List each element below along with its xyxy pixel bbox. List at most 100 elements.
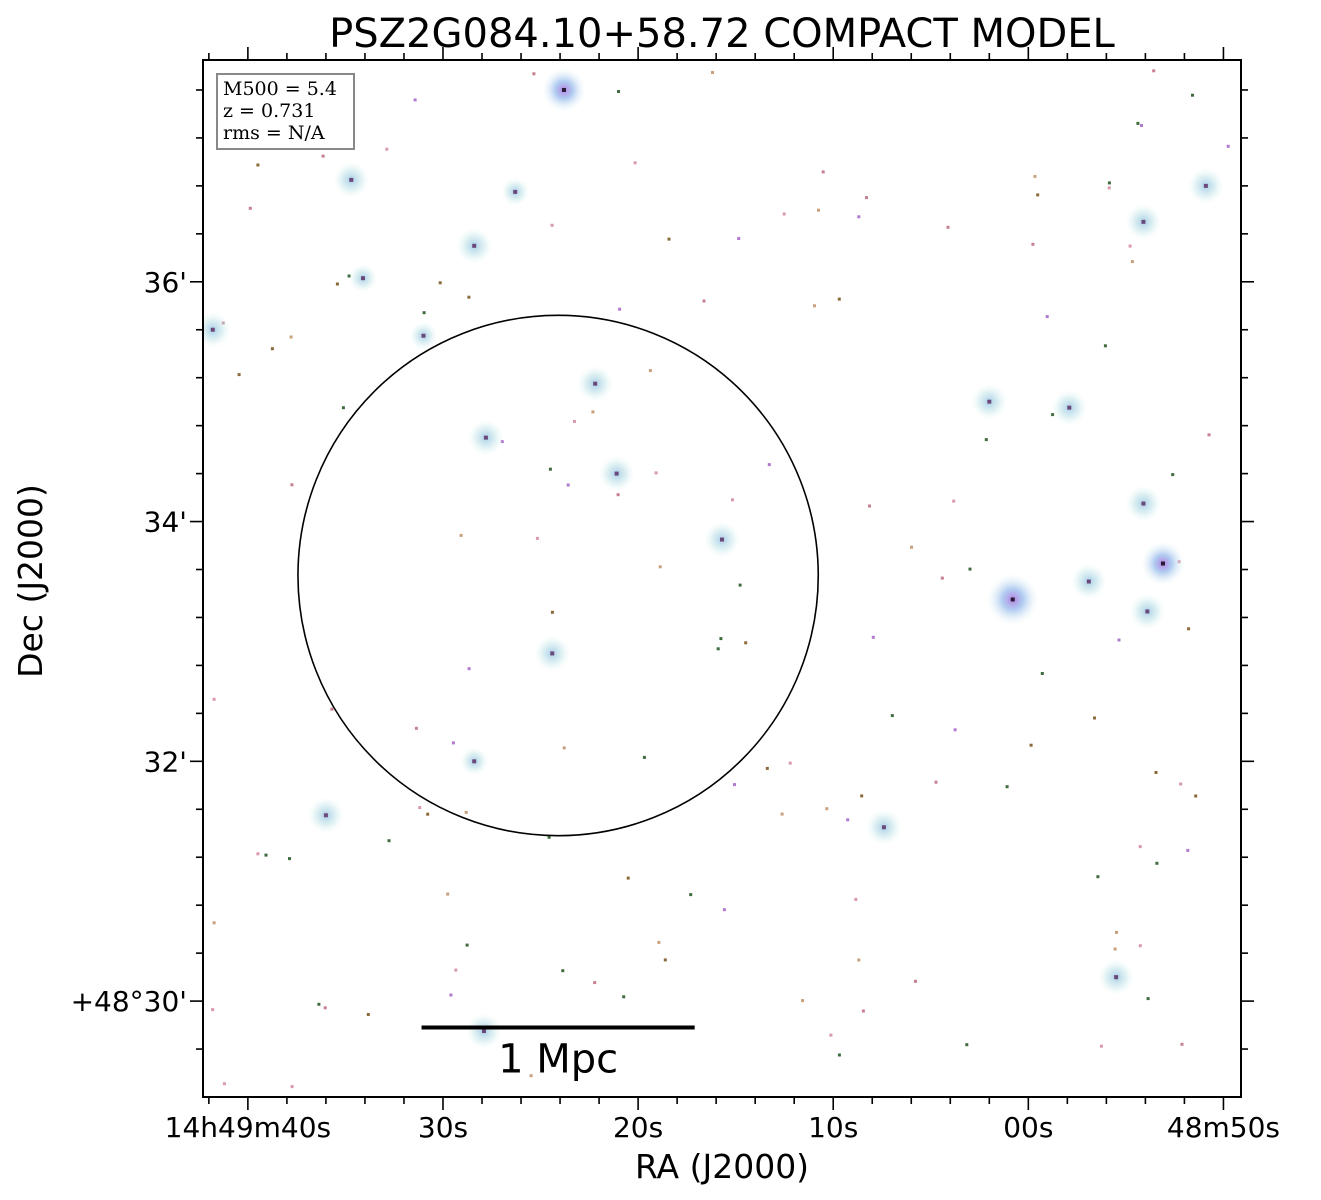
- source-core: [1086, 579, 1091, 584]
- x-tick-label: 10s: [808, 1111, 858, 1144]
- noise-pixel: [422, 311, 426, 315]
- noise-pixel: [1040, 672, 1044, 675]
- noise-pixel: [663, 958, 667, 962]
- sources: [203, 67, 1224, 1050]
- noise-pixel: [270, 347, 274, 351]
- noise-pixel: [550, 223, 554, 227]
- noise-pixel: [744, 641, 748, 645]
- noise-pixel: [616, 493, 620, 497]
- noise-pixel: [212, 697, 216, 701]
- noise-pixel: [711, 71, 714, 74]
- noise-pixel: [467, 295, 471, 299]
- noise-pixel: [1140, 124, 1143, 127]
- source-core: [421, 333, 426, 338]
- noise-pixel: [968, 567, 972, 571]
- noise-pixel: [387, 839, 391, 843]
- noise-pixel: [1107, 181, 1111, 185]
- x-tick-label: 00s: [1003, 1111, 1053, 1144]
- source-core: [881, 825, 886, 830]
- x-tick-labels: 14h49m40s 30s 20s 10s 00s 48m50s: [165, 1111, 1280, 1144]
- y-axis-label: Dec (J2000): [11, 484, 50, 678]
- noise-pixel: [648, 369, 652, 373]
- source-core: [1114, 975, 1119, 980]
- noise-pixel: [366, 1013, 370, 1016]
- noise-pixel: [617, 90, 620, 93]
- source-core: [483, 435, 488, 440]
- noise-pixel: [946, 225, 950, 229]
- scale-bar-label: 1 Mpc: [498, 1036, 618, 1082]
- noise-pixel: [330, 707, 334, 711]
- noise-pixel: [414, 726, 418, 730]
- noise-pixel: [264, 853, 268, 857]
- noise-pixel: [237, 373, 241, 377]
- noise-pixel: [846, 818, 850, 822]
- noise-pixel: [890, 714, 894, 718]
- noise-pixel: [801, 999, 805, 1003]
- y-tick-label: 34': [144, 506, 187, 539]
- noise-pixel: [1115, 930, 1118, 934]
- noise-pixel: [716, 647, 720, 651]
- noise-pixel: [940, 576, 944, 580]
- source-core: [550, 651, 555, 656]
- noise-pixel: [1093, 716, 1096, 720]
- source-core: [472, 243, 477, 248]
- noise-pixel: [335, 282, 339, 286]
- noise-pixel: [593, 981, 597, 985]
- noise-pixel: [1036, 193, 1040, 197]
- noise-pixel: [642, 755, 646, 759]
- noise-pixel: [658, 565, 662, 569]
- plot-area: 1 Mpc: [203, 60, 1241, 1097]
- noise-pixel: [657, 940, 661, 944]
- noise-pixel: [1226, 144, 1230, 148]
- noise-pixel: [1194, 794, 1198, 798]
- source-core: [360, 276, 365, 281]
- source-core: [513, 189, 518, 194]
- x-tick-label: 20s: [613, 1111, 663, 1144]
- noise-pixel: [861, 1009, 865, 1013]
- source-core: [349, 177, 354, 182]
- noise-pixel: [1187, 627, 1191, 631]
- noise-pixel: [1107, 186, 1111, 190]
- noise-pixel: [1130, 260, 1134, 264]
- source-core: [481, 1029, 486, 1034]
- noise-pixel: [738, 583, 742, 587]
- noise-pixel: [529, 1074, 533, 1078]
- noise-pixel: [438, 281, 442, 285]
- noise-pixel: [722, 908, 726, 912]
- noise-pixel: [1186, 848, 1190, 852]
- noise-pixel: [548, 467, 552, 471]
- noise-pixel: [1146, 997, 1150, 1001]
- x-axis-label: RA (J2000): [635, 1147, 809, 1186]
- noise-pixel: [562, 746, 566, 750]
- noise-pixel: [965, 1043, 969, 1047]
- noise-pixel: [347, 274, 351, 278]
- source-core: [987, 399, 992, 404]
- source-core: [593, 381, 598, 386]
- noise-pixel: [837, 1053, 841, 1057]
- noise-pixel: [767, 463, 771, 467]
- info-redshift: z = 0.731: [223, 100, 315, 122]
- plot-frame: [202, 59, 1242, 1098]
- source-core: [1203, 183, 1208, 188]
- source-core: [1145, 609, 1150, 614]
- noise-pixel: [256, 852, 260, 856]
- noise-pixel: [288, 857, 291, 861]
- noise-pixel: [689, 893, 693, 897]
- noise-pixel: [733, 783, 736, 787]
- noise-pixel: [1117, 638, 1121, 642]
- axis-ticks: [190, 47, 1254, 1110]
- noise-pixel: [459, 533, 463, 537]
- source-core: [472, 759, 477, 764]
- noise-pixel: [914, 979, 917, 983]
- noise-pixel: [532, 72, 536, 76]
- source-core: [720, 537, 724, 542]
- info-box: M500 = 5.4 z = 0.731 rms = N/A: [216, 73, 355, 150]
- noise-pixel: [821, 170, 825, 174]
- noise-pixel: [1031, 242, 1035, 246]
- noise-pixel: [1128, 244, 1132, 248]
- noise-pixel: [1155, 861, 1159, 865]
- noise-pixel: [385, 147, 389, 151]
- noise-pixel: [547, 835, 551, 839]
- source-core: [1141, 219, 1146, 224]
